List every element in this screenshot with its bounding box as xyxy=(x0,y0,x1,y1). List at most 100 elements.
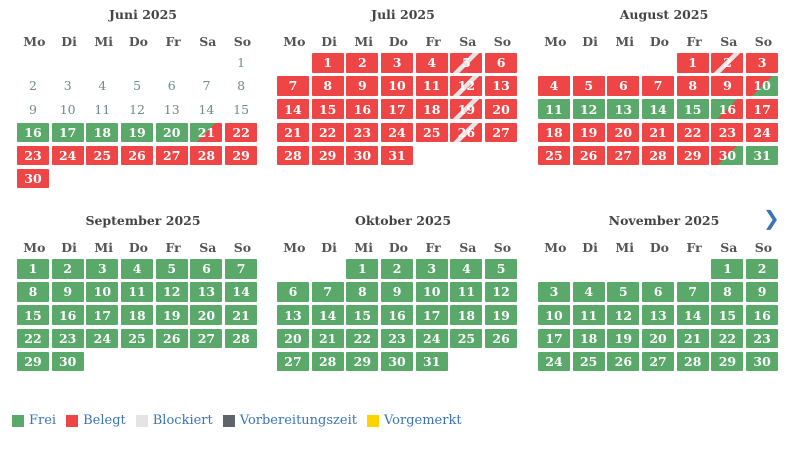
day-cell-frei-belegt[interactable]: 16 xyxy=(711,99,744,119)
day-cell-belegt[interactable]: 2 xyxy=(346,53,379,73)
day-cell-frei[interactable]: 31 xyxy=(415,351,448,372)
day-cell-frei[interactable]: 26 xyxy=(607,351,640,372)
day-cell-frei[interactable]: 21 xyxy=(676,328,709,349)
day-cell-wechsel[interactable]: 26 xyxy=(450,122,483,143)
day-cell-frei[interactable]: 27 xyxy=(190,328,223,349)
day-cell-frei[interactable]: 17 xyxy=(538,328,570,349)
day-cell-frei[interactable]: 17 xyxy=(86,305,119,325)
day-cell-frei[interactable]: 10 xyxy=(415,282,448,302)
day-cell-belegt[interactable]: 5 xyxy=(572,76,605,96)
day-cell-frei[interactable]: 5 xyxy=(155,259,188,279)
day-cell-belegt[interactable]: 9 xyxy=(346,76,379,96)
day-cell-frei[interactable]: 16 xyxy=(51,305,84,325)
day-cell-frei[interactable]: 13 xyxy=(277,305,309,325)
day-cell-frei[interactable]: 18 xyxy=(86,122,119,143)
day-cell-frei[interactable]: 9 xyxy=(381,282,414,302)
day-cell-frei[interactable]: 20 xyxy=(190,305,223,325)
day-cell-belegt[interactable]: 22 xyxy=(225,122,258,143)
day-cell-frei[interactable]: 19 xyxy=(155,305,188,325)
day-cell-belegt[interactable]: 3 xyxy=(746,53,779,73)
day-cell-frei[interactable]: 1 xyxy=(17,259,49,279)
day-cell-frei[interactable]: 3 xyxy=(86,259,119,279)
day-cell-belegt[interactable]: 8 xyxy=(676,76,709,96)
day-cell-belegt[interactable]: 29 xyxy=(225,145,258,166)
day-cell-belegt[interactable]: 24 xyxy=(51,145,84,166)
day-cell-frei[interactable]: 11 xyxy=(121,282,154,302)
day-cell-frei[interactable]: 9 xyxy=(51,282,84,302)
day-cell-belegt[interactable]: 29 xyxy=(676,145,709,166)
day-cell-belegt[interactable]: 27 xyxy=(155,145,188,166)
day-cell-frei[interactable]: 12 xyxy=(572,99,605,119)
day-cell-belegt[interactable]: 30 xyxy=(346,145,379,166)
day-cell-belegt[interactable]: 1 xyxy=(676,53,709,73)
day-cell-belegt[interactable]: 6 xyxy=(607,76,640,96)
day-cell-frei[interactable]: 20 xyxy=(155,122,188,143)
day-cell-frei[interactable]: 25 xyxy=(572,351,605,372)
day-cell-belegt[interactable]: 27 xyxy=(607,145,640,166)
day-cell-belegt[interactable]: 7 xyxy=(642,76,675,96)
day-cell-frei[interactable]: 28 xyxy=(311,351,344,372)
day-cell-frei[interactable]: 1 xyxy=(346,259,379,279)
day-cell-frei[interactable]: 4 xyxy=(572,282,605,302)
day-cell-frei[interactable]: 25 xyxy=(450,328,483,349)
day-cell-frei[interactable]: 15 xyxy=(676,99,709,119)
day-cell-frei[interactable]: 29 xyxy=(346,351,379,372)
day-cell-frei[interactable]: 16 xyxy=(381,305,414,325)
day-cell-frei[interactable]: 23 xyxy=(746,328,779,349)
day-cell-frei[interactable]: 7 xyxy=(311,282,344,302)
day-cell-frei[interactable]: 17 xyxy=(415,305,448,325)
day-cell-belegt[interactable]: 10 xyxy=(381,76,414,96)
day-cell-frei[interactable]: 20 xyxy=(642,328,675,349)
day-cell-wechsel[interactable]: 2 xyxy=(711,53,744,73)
day-cell-wechsel[interactable]: 12 xyxy=(450,76,483,96)
day-cell-wechsel[interactable]: 19 xyxy=(450,99,483,119)
day-cell-frei[interactable]: 30 xyxy=(746,351,779,372)
day-cell-belegt[interactable]: 27 xyxy=(485,122,518,143)
day-cell-frei[interactable]: 12 xyxy=(485,282,518,302)
day-cell-frei[interactable]: 7 xyxy=(225,259,258,279)
day-cell-frei[interactable]: 11 xyxy=(538,99,570,119)
day-cell-belegt[interactable]: 23 xyxy=(346,122,379,143)
day-cell-frei[interactable]: 24 xyxy=(415,328,448,349)
day-cell-belegt[interactable]: 18 xyxy=(538,122,570,143)
day-cell-frei[interactable]: 26 xyxy=(485,328,518,349)
day-cell-belegt[interactable]: 20 xyxy=(485,99,518,119)
day-cell-frei[interactable]: 28 xyxy=(676,351,709,372)
day-cell-wechsel[interactable]: 5 xyxy=(450,53,483,73)
day-cell-frei[interactable]: 16 xyxy=(17,122,49,143)
day-cell-frei[interactable]: 6 xyxy=(642,282,675,302)
day-cell-frei[interactable]: 25 xyxy=(121,328,154,349)
day-cell-belegt[interactable]: 13 xyxy=(485,76,518,96)
day-cell-belegt[interactable]: 26 xyxy=(572,145,605,166)
day-cell-belegt[interactable]: 28 xyxy=(642,145,675,166)
day-cell-frei[interactable]: 4 xyxy=(450,259,483,279)
day-cell-frei[interactable]: 13 xyxy=(607,99,640,119)
day-cell-frei[interactable]: 14 xyxy=(311,305,344,325)
day-cell-frei[interactable]: 18 xyxy=(450,305,483,325)
day-cell-belegt[interactable]: 4 xyxy=(538,76,570,96)
day-cell-frei[interactable]: 19 xyxy=(121,122,154,143)
day-cell-belegt-frei[interactable]: 30 xyxy=(711,145,744,166)
day-cell-frei[interactable]: 29 xyxy=(711,351,744,372)
day-cell-frei[interactable]: 3 xyxy=(415,259,448,279)
day-cell-belegt[interactable]: 25 xyxy=(415,122,448,143)
day-cell-belegt[interactable]: 4 xyxy=(415,53,448,73)
day-cell-frei[interactable]: 27 xyxy=(277,351,309,372)
chevron-right-icon[interactable]: ❯ xyxy=(763,206,780,230)
day-cell-frei[interactable]: 31 xyxy=(746,145,779,166)
day-cell-belegt[interactable]: 26 xyxy=(121,145,154,166)
day-cell-frei[interactable]: 8 xyxy=(346,282,379,302)
day-cell-frei[interactable]: 2 xyxy=(51,259,84,279)
day-cell-frei[interactable]: 23 xyxy=(51,328,84,349)
day-cell-frei[interactable]: 23 xyxy=(381,328,414,349)
day-cell-frei[interactable]: 22 xyxy=(346,328,379,349)
day-cell-frei[interactable]: 19 xyxy=(485,305,518,325)
day-cell-frei[interactable]: 17 xyxy=(51,122,84,143)
day-cell-frei[interactable]: 9 xyxy=(746,282,779,302)
day-cell-belegt[interactable]: 9 xyxy=(711,76,744,96)
day-cell-belegt[interactable]: 30 xyxy=(17,168,49,189)
day-cell-frei-belegt[interactable]: 21 xyxy=(190,122,223,143)
day-cell-frei[interactable]: 5 xyxy=(485,259,518,279)
day-cell-frei[interactable]: 12 xyxy=(155,282,188,302)
day-cell-frei[interactable]: 2 xyxy=(381,259,414,279)
